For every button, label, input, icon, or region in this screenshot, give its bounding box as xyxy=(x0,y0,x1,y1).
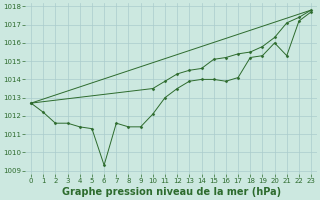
X-axis label: Graphe pression niveau de la mer (hPa): Graphe pression niveau de la mer (hPa) xyxy=(61,187,281,197)
